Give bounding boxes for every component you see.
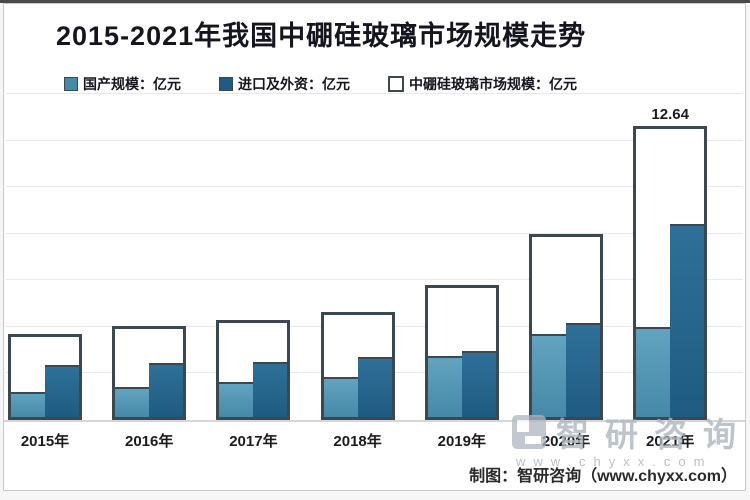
legend-item: 国产规模：亿元 [64,74,181,94]
bar-domestic [323,376,358,417]
legend-label: 中硼硅玻璃市场规模：亿元 [409,76,577,92]
bar-import-foreign [253,361,288,417]
bar-group: 12.64 [633,94,708,420]
attribution: 制图：智研咨询（www.chyxx.com） [469,468,737,485]
bar-domestic [11,392,45,417]
bar-domestic [115,387,150,417]
bar-import-foreign [461,351,496,417]
gridline [6,279,743,281]
gridline [6,93,743,94]
x-axis-label: 2016年 [125,433,174,450]
bar-group [112,94,187,420]
x-axis-label: 2020年 [541,433,591,450]
bar-group [320,94,395,420]
x-axis-label: 2017年 [229,433,278,450]
legend-label: 国产规模：亿元 [83,76,181,92]
gridline [6,139,743,141]
legend-swatch-icon [388,76,404,92]
legend-swatch-icon [219,77,233,91]
bar-domestic [219,381,254,417]
gridline [6,232,743,234]
x-axis-label: 2015年 [20,433,70,450]
x-axis-label: 2019年 [437,433,486,450]
bar-import-foreign [670,224,705,417]
bar-domestic [532,333,566,417]
legend-swatch-icon [64,77,78,91]
bar-import-foreign [566,323,600,417]
bar-domestic [636,326,671,417]
bar-import-foreign [357,357,392,417]
x-axis-label: 2021年 [646,433,695,450]
bar-group [8,94,82,420]
bar-import-foreign [149,362,184,417]
card: 2015-2021年我国中硼硅玻璃市场规模走势 国产规模：亿元 进口及外资：亿元 中… [3,3,746,491]
legend: 国产规模：亿元 进口及外资：亿元 中硼硅玻璃市场规模：亿元 [64,74,577,94]
legend-label: 进口及外资：亿元 [238,76,350,92]
legend-item: 进口及外资：亿元 [219,74,350,94]
bar-value-label: 12.64 [651,105,689,123]
bar-group [424,94,499,420]
x-axis-label: 2018年 [333,433,382,450]
plot-area: 12.64 [4,93,745,420]
top-border [0,0,750,3]
bar-domestic [427,355,462,417]
bar-import-foreign [45,365,79,417]
bar-group [529,94,603,420]
bar-group [216,94,291,420]
legend-item: 中硼硅玻璃市场规模：亿元 [388,74,577,94]
chart-title: 2015-2021年我国中硼硅玻璃市场规模走势 [56,21,587,51]
gridline [6,186,743,188]
x-axis-line [4,420,745,422]
